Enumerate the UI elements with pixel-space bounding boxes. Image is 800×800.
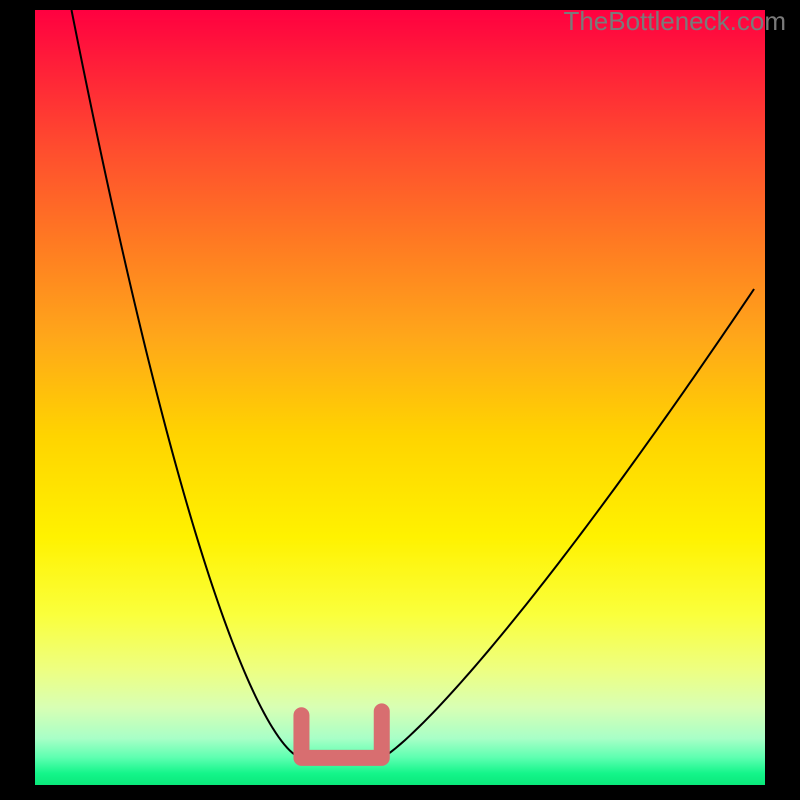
gradient-background <box>35 10 765 785</box>
watermark-text: TheBottleneck.com <box>563 6 786 37</box>
bottleneck-chart <box>35 10 765 785</box>
